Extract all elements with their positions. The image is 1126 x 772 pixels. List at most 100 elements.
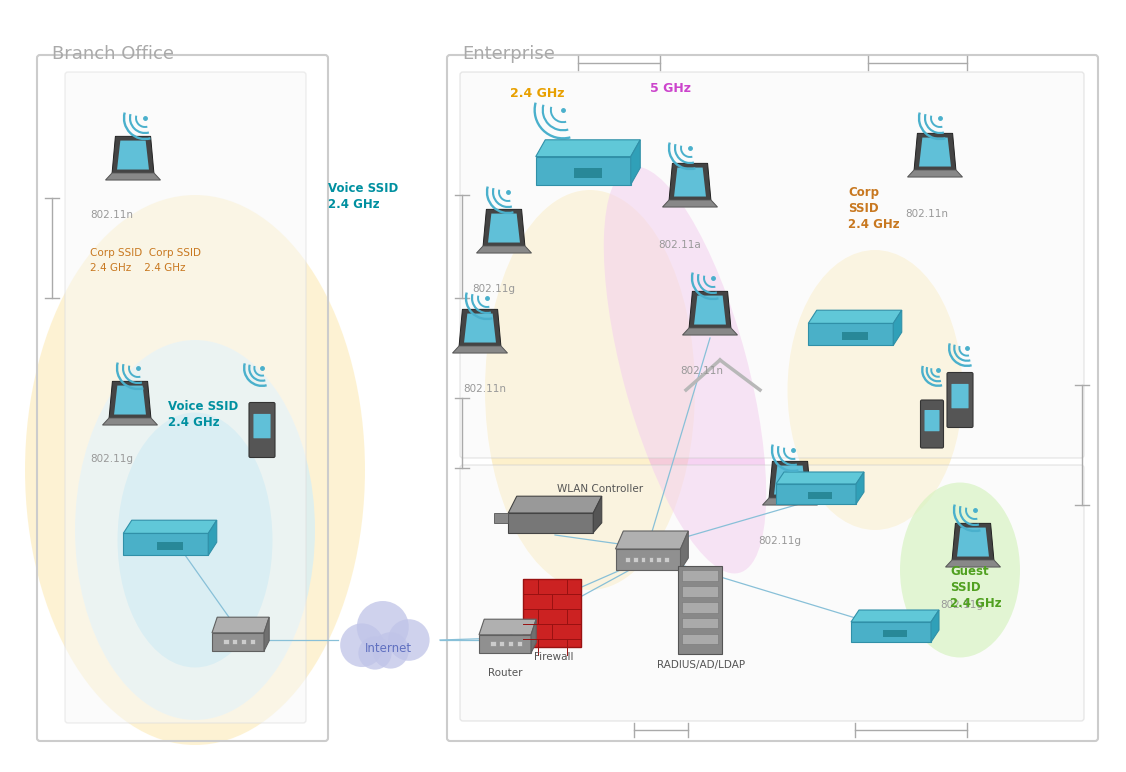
Polygon shape: [483, 209, 525, 246]
Polygon shape: [123, 520, 216, 533]
Bar: [223, 639, 229, 644]
Polygon shape: [212, 633, 263, 651]
Polygon shape: [893, 310, 902, 345]
Polygon shape: [694, 296, 726, 324]
Text: SSID: SSID: [950, 581, 981, 594]
Polygon shape: [808, 323, 893, 345]
Circle shape: [388, 619, 430, 661]
Bar: [158, 542, 182, 550]
Bar: [522, 579, 581, 647]
Polygon shape: [536, 140, 641, 157]
Bar: [508, 642, 513, 646]
Text: Corp: Corp: [848, 186, 879, 199]
FancyBboxPatch shape: [65, 72, 306, 723]
Ellipse shape: [75, 340, 315, 720]
Polygon shape: [536, 157, 631, 185]
Polygon shape: [453, 346, 508, 353]
Ellipse shape: [900, 482, 1020, 658]
Polygon shape: [113, 137, 154, 173]
Polygon shape: [931, 610, 939, 642]
Text: 802.11n: 802.11n: [680, 366, 723, 376]
FancyBboxPatch shape: [249, 402, 275, 458]
Text: Branch Office: Branch Office: [52, 45, 175, 63]
Polygon shape: [593, 496, 601, 533]
Circle shape: [358, 636, 392, 669]
Polygon shape: [508, 513, 593, 533]
Bar: [664, 557, 669, 562]
Text: 802.11g: 802.11g: [90, 454, 133, 464]
Text: 802.11n: 802.11n: [463, 384, 506, 394]
Bar: [682, 586, 717, 597]
Polygon shape: [946, 560, 1001, 567]
Polygon shape: [769, 462, 811, 498]
Polygon shape: [616, 531, 688, 549]
Polygon shape: [488, 214, 520, 242]
Text: WLAN Controller: WLAN Controller: [557, 484, 643, 494]
Bar: [641, 557, 645, 562]
Bar: [883, 630, 908, 637]
Polygon shape: [109, 381, 151, 418]
FancyBboxPatch shape: [951, 384, 968, 408]
Polygon shape: [851, 622, 931, 642]
Bar: [649, 557, 653, 562]
Polygon shape: [464, 313, 495, 343]
Polygon shape: [459, 310, 501, 346]
Polygon shape: [669, 164, 711, 200]
Polygon shape: [479, 619, 536, 635]
Polygon shape: [212, 617, 269, 633]
Text: Enterprise: Enterprise: [462, 45, 555, 63]
Text: 802.11g: 802.11g: [758, 536, 801, 546]
Ellipse shape: [117, 412, 272, 668]
Polygon shape: [776, 472, 864, 484]
FancyBboxPatch shape: [253, 414, 270, 438]
Polygon shape: [953, 523, 994, 560]
Polygon shape: [957, 527, 989, 557]
Polygon shape: [479, 635, 531, 653]
Text: 2.4 GHz: 2.4 GHz: [168, 416, 220, 429]
Ellipse shape: [604, 167, 766, 574]
Polygon shape: [774, 466, 806, 495]
Bar: [625, 557, 629, 562]
Bar: [678, 566, 722, 654]
Ellipse shape: [485, 190, 695, 590]
Polygon shape: [631, 140, 641, 185]
Polygon shape: [919, 137, 951, 167]
Text: 2.4 GHz    2.4 GHz: 2.4 GHz 2.4 GHz: [90, 263, 186, 273]
Text: Voice SSID: Voice SSID: [168, 400, 239, 413]
Polygon shape: [263, 617, 269, 651]
Polygon shape: [851, 610, 939, 622]
Ellipse shape: [25, 195, 365, 745]
Circle shape: [373, 632, 409, 669]
Polygon shape: [494, 513, 508, 523]
Polygon shape: [914, 134, 956, 170]
Bar: [842, 332, 868, 340]
Text: 802.11n: 802.11n: [90, 210, 133, 220]
Ellipse shape: [787, 250, 963, 530]
Bar: [682, 634, 717, 645]
Circle shape: [340, 623, 384, 667]
Text: 802.11n: 802.11n: [905, 209, 948, 219]
Text: 5 GHz: 5 GHz: [650, 82, 691, 95]
FancyBboxPatch shape: [920, 400, 944, 448]
Text: 2.4 GHz: 2.4 GHz: [328, 198, 379, 211]
Text: 2.4 GHz: 2.4 GHz: [848, 218, 900, 231]
FancyBboxPatch shape: [924, 410, 939, 432]
Polygon shape: [856, 472, 864, 504]
Polygon shape: [674, 168, 706, 197]
Polygon shape: [762, 498, 817, 505]
FancyBboxPatch shape: [947, 373, 973, 428]
Bar: [250, 639, 256, 644]
Polygon shape: [102, 418, 158, 425]
Bar: [633, 557, 637, 562]
Text: Internet: Internet: [365, 642, 412, 655]
Bar: [808, 492, 832, 499]
Polygon shape: [682, 328, 738, 335]
Polygon shape: [106, 173, 161, 180]
Polygon shape: [808, 310, 902, 323]
Text: RADIUS/AD/LDAP: RADIUS/AD/LDAP: [656, 660, 745, 670]
Polygon shape: [531, 619, 536, 653]
Bar: [491, 642, 495, 646]
Polygon shape: [208, 520, 216, 555]
Text: 2.4 GHz: 2.4 GHz: [510, 87, 564, 100]
Circle shape: [357, 601, 409, 653]
